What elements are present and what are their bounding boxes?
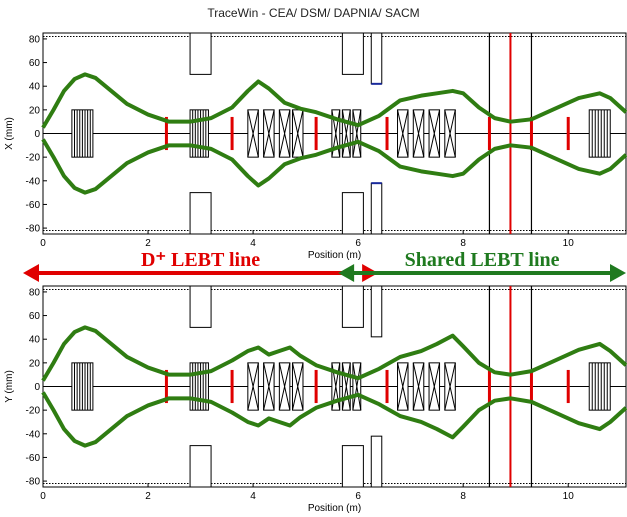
y-tick-label: 80 bbox=[29, 34, 41, 45]
y-axis-label: X (mm) bbox=[4, 117, 15, 150]
y-tick-label: 80 bbox=[29, 287, 41, 298]
diaphragm bbox=[189, 445, 212, 488]
x-tick-label: 0 bbox=[40, 238, 46, 249]
y-tick-label: -40 bbox=[26, 176, 41, 187]
diaphragm bbox=[189, 285, 212, 328]
envelope-lower bbox=[41, 391, 627, 448]
quadrupole-tip bbox=[278, 386, 291, 411]
x-tick-label: 2 bbox=[145, 238, 151, 249]
quadrupole-tip bbox=[263, 386, 275, 411]
y-tick-label: 20 bbox=[29, 358, 41, 369]
slit bbox=[370, 285, 383, 338]
envelope-upper bbox=[41, 325, 627, 382]
shared-annotation: Shared LEBT line bbox=[338, 249, 626, 282]
y-tick-label: -60 bbox=[26, 200, 41, 211]
y-tick-label: -20 bbox=[26, 406, 41, 417]
quadrupole-tip bbox=[397, 386, 409, 411]
diaphragm bbox=[341, 285, 364, 328]
diaphragm bbox=[189, 32, 212, 75]
x-envelope-plot: 80 60 40 20 0 -20 -40 -60 -80 0 2 4 6 8 10 Position (m)… bbox=[4, 32, 627, 261]
diaphragm bbox=[189, 192, 212, 235]
quadrupole-tip bbox=[341, 386, 351, 411]
page-title: TraceWin - CEA/ DSM/ DAPNIA/ SACM bbox=[207, 6, 420, 20]
quadrupole-tip bbox=[291, 133, 304, 158]
quadrupole-tip bbox=[412, 386, 425, 411]
dplus-annotation: D⁺ LEBT line bbox=[23, 249, 379, 282]
quadrupole-tip bbox=[412, 133, 425, 158]
x-axis-label: Position (m) bbox=[308, 250, 361, 261]
x-tick-label: 10 bbox=[563, 238, 575, 249]
diaphragm bbox=[341, 32, 364, 75]
y-tick-label: 0 bbox=[34, 129, 40, 140]
y-tick-label: 40 bbox=[29, 82, 41, 93]
x-tick-label: 6 bbox=[355, 491, 361, 502]
x-axis-label: Position (m) bbox=[308, 503, 361, 514]
slit bbox=[370, 435, 383, 488]
quadrupole-tip bbox=[428, 133, 441, 158]
quadrupole-tip bbox=[278, 133, 291, 158]
y-tick-label: 0 bbox=[34, 382, 40, 393]
slit bbox=[370, 32, 383, 85]
x-tick-label: 0 bbox=[40, 491, 46, 502]
envelope-lower bbox=[41, 138, 627, 195]
solenoid-3 bbox=[588, 109, 611, 158]
y-tick-label: -40 bbox=[26, 429, 41, 440]
dplus-line-label: D⁺ LEBT line bbox=[141, 249, 260, 271]
x-tick-label: 8 bbox=[460, 491, 466, 502]
y-tick-label: -80 bbox=[26, 477, 41, 488]
quadrupole-tip bbox=[263, 133, 275, 158]
envelope-upper bbox=[41, 72, 627, 129]
y-tick-label: -80 bbox=[26, 224, 41, 235]
y-envelope-plot: 80 60 40 20 0 -20 -40 -60 -80 0 2 4 6 8 10 Position (m)… bbox=[4, 285, 627, 514]
y-tick-label: -60 bbox=[26, 453, 41, 464]
slit bbox=[370, 182, 383, 235]
quadrupole-tip bbox=[428, 386, 441, 411]
y-tick-label: -20 bbox=[26, 153, 41, 164]
shared-arrow-head-right bbox=[610, 264, 626, 282]
dplus-arrow-head-left bbox=[23, 264, 39, 282]
y-tick-label: 60 bbox=[29, 58, 41, 69]
y-axis-label: Y (mm) bbox=[4, 370, 15, 403]
diaphragm bbox=[341, 192, 364, 235]
quadrupole-tip bbox=[444, 133, 456, 158]
solenoid-3 bbox=[588, 362, 611, 411]
quadrupole-tip bbox=[247, 386, 259, 411]
x-tick-label: 6 bbox=[355, 238, 361, 249]
quadrupole-tip bbox=[291, 386, 304, 411]
x-tick-label: 10 bbox=[563, 491, 575, 502]
quadrupole-tip bbox=[247, 133, 259, 158]
diaphragm bbox=[341, 445, 364, 488]
quadrupole-tip bbox=[352, 133, 362, 158]
quadrupole-tip bbox=[444, 386, 456, 411]
y-tick-label: 60 bbox=[29, 311, 41, 322]
x-tick-label: 4 bbox=[250, 491, 256, 502]
x-tick-label: 2 bbox=[145, 491, 151, 502]
shared-arrow-head-left bbox=[338, 264, 355, 282]
quadrupole-tip bbox=[397, 133, 409, 158]
shared-line-label: Shared LEBT line bbox=[405, 249, 560, 271]
y-tick-label: 40 bbox=[29, 335, 41, 346]
y-tick-label: 20 bbox=[29, 105, 41, 116]
x-tick-label: 4 bbox=[250, 238, 256, 249]
quadrupole-tip bbox=[341, 133, 351, 158]
x-tick-label: 8 bbox=[460, 238, 466, 249]
quadrupole-tip bbox=[352, 386, 362, 411]
